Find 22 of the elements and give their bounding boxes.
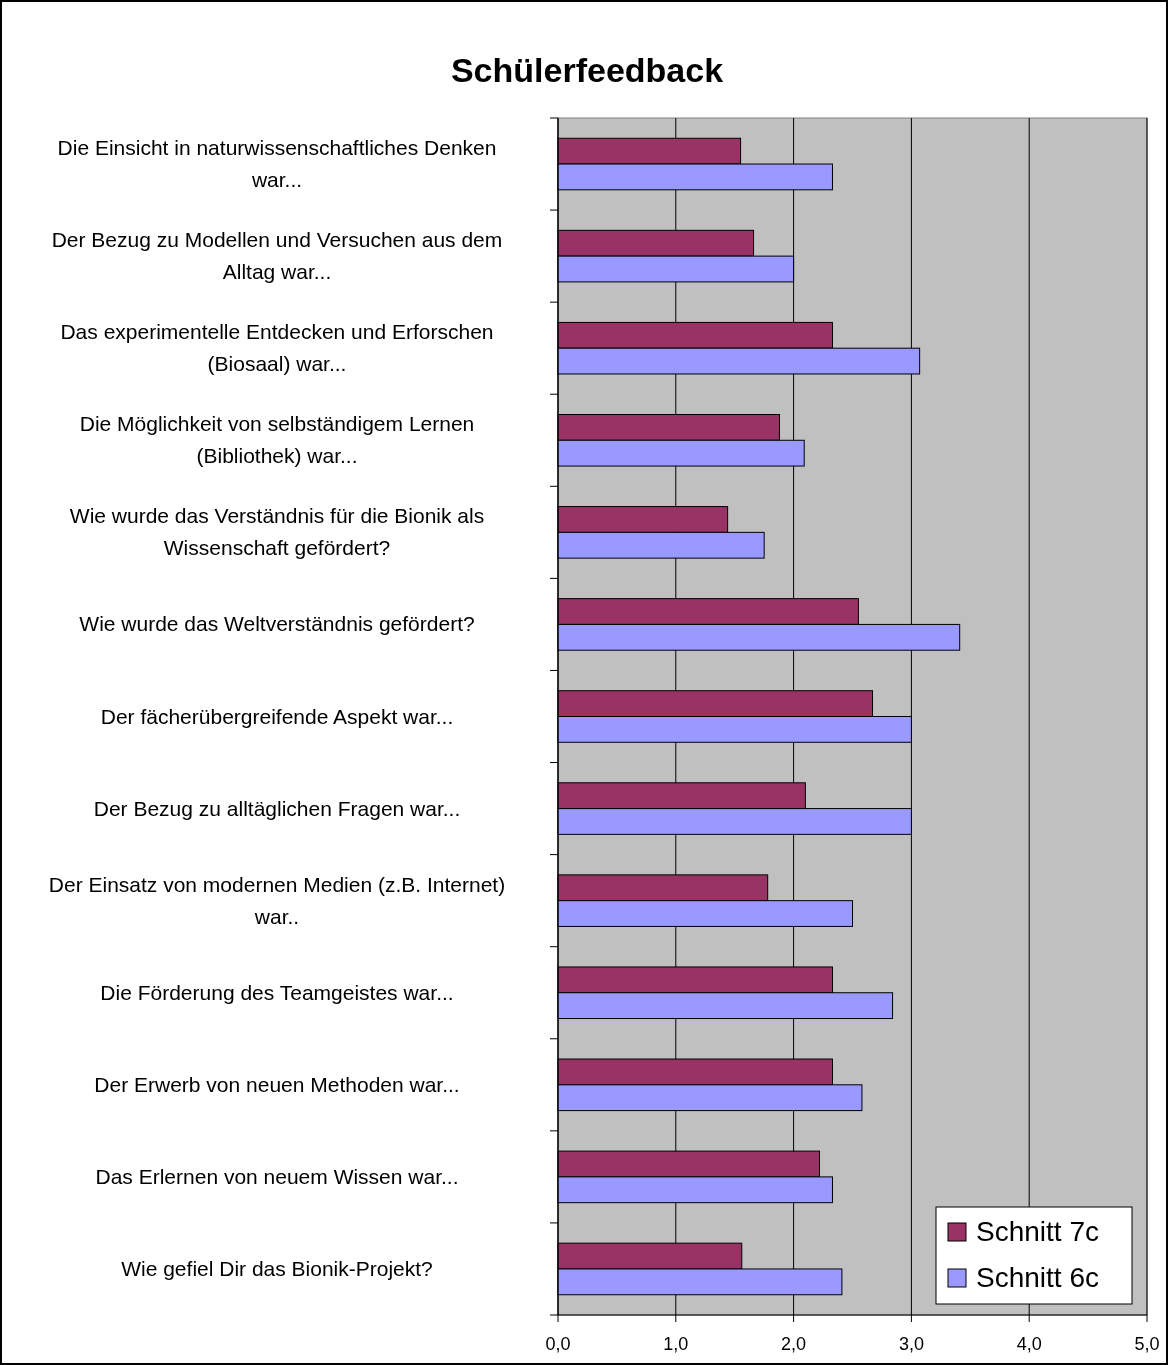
y-tick-label: Die Möglichkeit von selbständigem Lernen (Bibliothek) war... [79, 412, 475, 468]
y-tick-label: Der Erwerb von neuen Methoden war... [94, 1072, 460, 1096]
y-tick-label: Die Einsicht in naturwissenschaftliches Denken war... [57, 136, 497, 192]
x-tick-label: 4,0 [1016, 1334, 1042, 1354]
y-tick-label: Der Bezug zu Modellen und Versuchen aus dem Alltag war... [51, 228, 503, 284]
y-tick-label: Das experimentelle Entdecken und Erforschen (Biosaal) war... [60, 320, 494, 376]
y-tick-label: Der Bezug zu alltäglichen Fragen war... [93, 796, 461, 820]
legend-label: Schnitt 7c [976, 1216, 1099, 1247]
x-tick-label: 2,0 [781, 1334, 807, 1354]
y-tick-label: Die Förderung des Teamgeistes war... [100, 980, 454, 1004]
y-tick-label: Der Einsatz von modernen Medien (z.B. Internet) war.. [48, 872, 506, 928]
y-tick-label: Wie wurde das Weltverständnis gefördert? [79, 612, 475, 636]
x-tick-label: 5,0 [1134, 1334, 1160, 1354]
x-tick-label: 3,0 [898, 1334, 924, 1354]
chart-title: Schülerfeedback [450, 51, 724, 89]
y-tick-label: Wie gefiel Dir das Bionik-Projekt? [121, 1256, 433, 1280]
legend-label: Schnitt 6c [976, 1262, 1099, 1293]
y-tick-label: Das Erlernen von neuem Wissen war... [95, 1164, 459, 1188]
x-tick-label: 1,0 [663, 1334, 689, 1354]
y-tick-label: Der fächerübergreifende Aspekt war... [100, 704, 454, 728]
y-tick-label: Wie wurde das Verständnis für die Bionik als Wissenschaft gefördert? [69, 504, 485, 560]
x-tick-label: 0,0 [545, 1334, 571, 1354]
